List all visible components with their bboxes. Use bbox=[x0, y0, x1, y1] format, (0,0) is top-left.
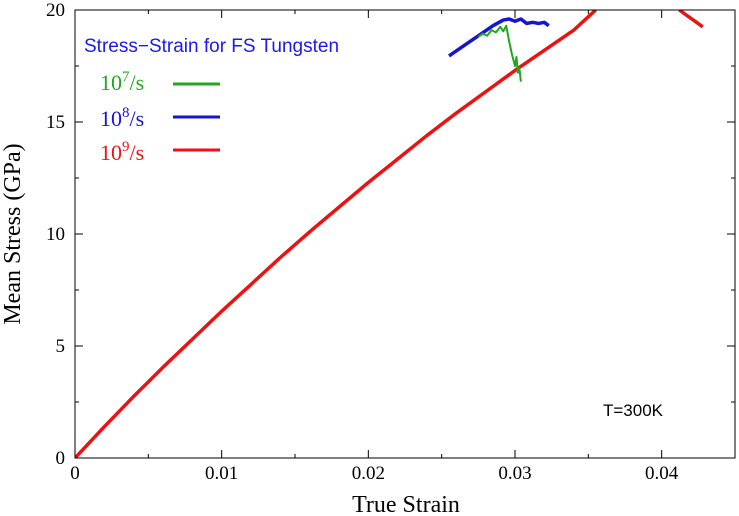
legend-entry-1e9: 109/s bbox=[100, 139, 220, 165]
y-axis-title: Mean Stress (GPa) bbox=[0, 143, 26, 324]
y-tick-label-3: 15 bbox=[46, 112, 65, 133]
legend-base-1e9: 10 bbox=[100, 140, 122, 165]
legend-exp-1e7: 7 bbox=[122, 69, 130, 85]
legend-label-1e7: 107/s bbox=[100, 69, 144, 95]
ticks-layer: 0 0.01 0.02 0.03 0.04 0 5 10 15 20 bbox=[46, 0, 735, 484]
x-tick-label-3: 0.03 bbox=[498, 463, 531, 484]
x-tick-label-4: 0.04 bbox=[645, 463, 679, 484]
legend-unit-1e8: /s bbox=[130, 106, 145, 131]
series-line-9-1 bbox=[678, 10, 704, 29]
y-tick-label-1: 5 bbox=[56, 336, 66, 357]
plot-frame bbox=[74, 9, 736, 459]
series-lines bbox=[75, 10, 704, 458]
legend-base-1e8: 10 bbox=[100, 106, 122, 131]
legend-label-1e8: 108/s bbox=[100, 105, 144, 131]
legend: 107/s 108/s 109/s bbox=[100, 69, 220, 165]
x-tick-label-2: 0.02 bbox=[352, 463, 385, 484]
legend-label-1e9: 109/s bbox=[100, 139, 144, 165]
series-layer bbox=[75, 10, 704, 458]
chart-title: Stress−Strain for FS Tungsten bbox=[84, 36, 339, 57]
y-tick-label-4: 20 bbox=[46, 0, 65, 21]
x-tick-label-1: 0.01 bbox=[205, 463, 238, 484]
legend-entry-1e7: 107/s bbox=[100, 69, 220, 95]
legend-base-1e7: 10 bbox=[100, 70, 122, 95]
y-tick-label-0: 0 bbox=[56, 448, 66, 469]
legend-unit-1e9: /s bbox=[130, 140, 145, 165]
legend-entry-1e8: 108/s bbox=[100, 105, 220, 131]
legend-exp-1e9: 9 bbox=[122, 139, 130, 155]
series-line-7-0 bbox=[477, 24, 522, 82]
x-axis-title: True Strain bbox=[352, 492, 460, 516]
y-tick-label-2: 10 bbox=[46, 224, 65, 245]
x-tick-label-0: 0 bbox=[70, 463, 80, 484]
legend-unit-1e7: /s bbox=[130, 70, 145, 95]
series-line-9-0 bbox=[75, 10, 597, 458]
temperature-annotation: T=300K bbox=[603, 401, 664, 420]
legend-exp-1e8: 8 bbox=[122, 105, 130, 121]
